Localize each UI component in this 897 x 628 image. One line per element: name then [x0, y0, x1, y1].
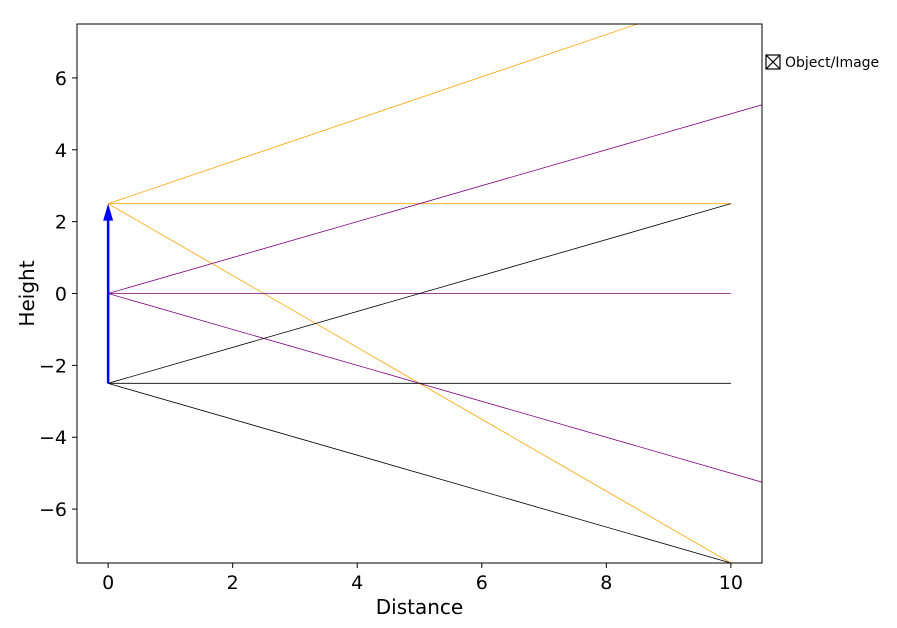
axis-ticks: 0 2 4 6 8 10 6 4 2 0 −2 −4 −6 — [39, 68, 743, 594]
ray-line — [108, 104, 762, 294]
x-tick-label: 2 — [227, 572, 239, 594]
y-tick-label: 0 — [55, 284, 67, 306]
ray-line — [108, 203, 731, 384]
legend-label: Object/Image — [785, 55, 879, 71]
y-tick-label: 6 — [55, 68, 67, 90]
y-axis-label: Height — [15, 260, 39, 326]
x-box-icon — [765, 54, 781, 70]
x-tick-label: 10 — [719, 572, 743, 594]
ray-line — [108, 24, 638, 205]
arrow-head — [103, 203, 114, 221]
x-tick-label: 6 — [476, 572, 488, 594]
ray-lines — [107, 24, 762, 563]
y-tick-label: 2 — [55, 212, 67, 234]
ray-line — [108, 382, 731, 563]
x-tick-label: 8 — [600, 572, 612, 594]
ray-line — [108, 293, 762, 483]
y-tick-label: −6 — [39, 499, 67, 521]
y-tick-label: −2 — [39, 355, 67, 377]
x-axis-label: Distance — [376, 595, 463, 619]
x-tick-label: 4 — [351, 572, 363, 594]
y-tick-label: −4 — [39, 427, 67, 449]
object-arrow — [103, 203, 114, 384]
y-tick-label: 4 — [55, 140, 67, 162]
legend: Object/Image — [765, 54, 879, 71]
x-tick-label: 0 — [102, 572, 114, 594]
